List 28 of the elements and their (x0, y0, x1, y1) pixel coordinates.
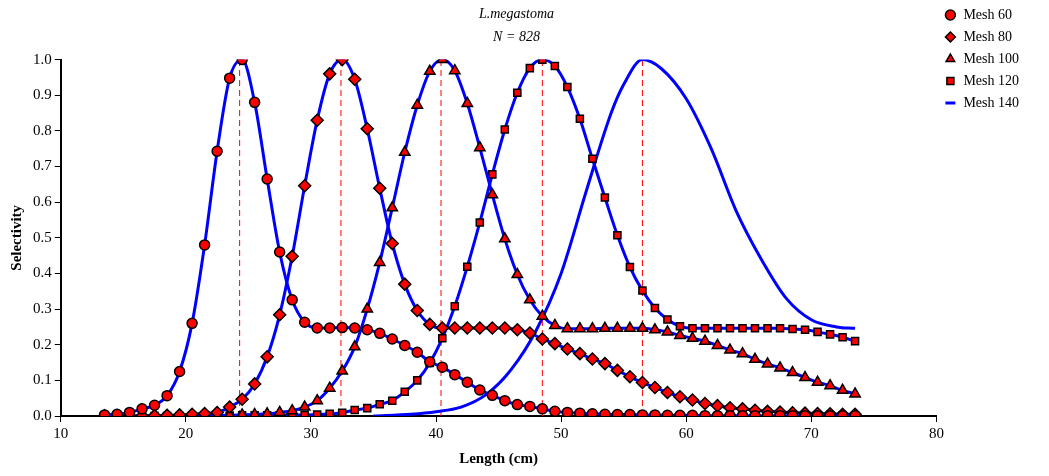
y-tick-label: 0.6 (33, 193, 53, 210)
y-tick-label: 1.0 (33, 50, 52, 67)
x-tick-label: 50 (553, 424, 569, 441)
legend-label: Mesh 100 (963, 50, 1020, 66)
y-tick-label: 0.0 (33, 406, 52, 423)
y-tick-label: 0.3 (33, 300, 52, 317)
chart-subtitle: N = 828 (492, 28, 540, 44)
y-tick-label: 0.7 (33, 157, 53, 174)
y-tick-label: 0.1 (33, 371, 52, 388)
y-tick-label: 0.9 (33, 86, 52, 103)
legend-label: Mesh 80 (963, 28, 1013, 44)
legend-label: Mesh 120 (963, 72, 1020, 88)
x-axis-title: Length (cm) (459, 449, 538, 467)
x-tick-label: 80 (928, 424, 944, 441)
x-tick-label: 60 (678, 424, 694, 441)
chart-title: L.megastoma (477, 6, 555, 22)
legend-label: Mesh 140 (963, 94, 1020, 110)
y-tick-label: 0.8 (33, 121, 52, 138)
y-tick-label: 0.4 (33, 264, 53, 281)
x-tick-label: 70 (803, 424, 819, 441)
y-tick-label: 0.5 (33, 228, 52, 245)
x-tick-label: 20 (178, 424, 194, 441)
x-tick-label: 30 (303, 424, 319, 441)
legend-label: Mesh 60 (963, 6, 1013, 22)
y-axis-title: Selectivity (7, 204, 24, 271)
x-tick-label: 10 (53, 424, 69, 441)
x-tick-label: 40 (428, 424, 444, 441)
y-tick-label: 0.2 (33, 335, 52, 352)
